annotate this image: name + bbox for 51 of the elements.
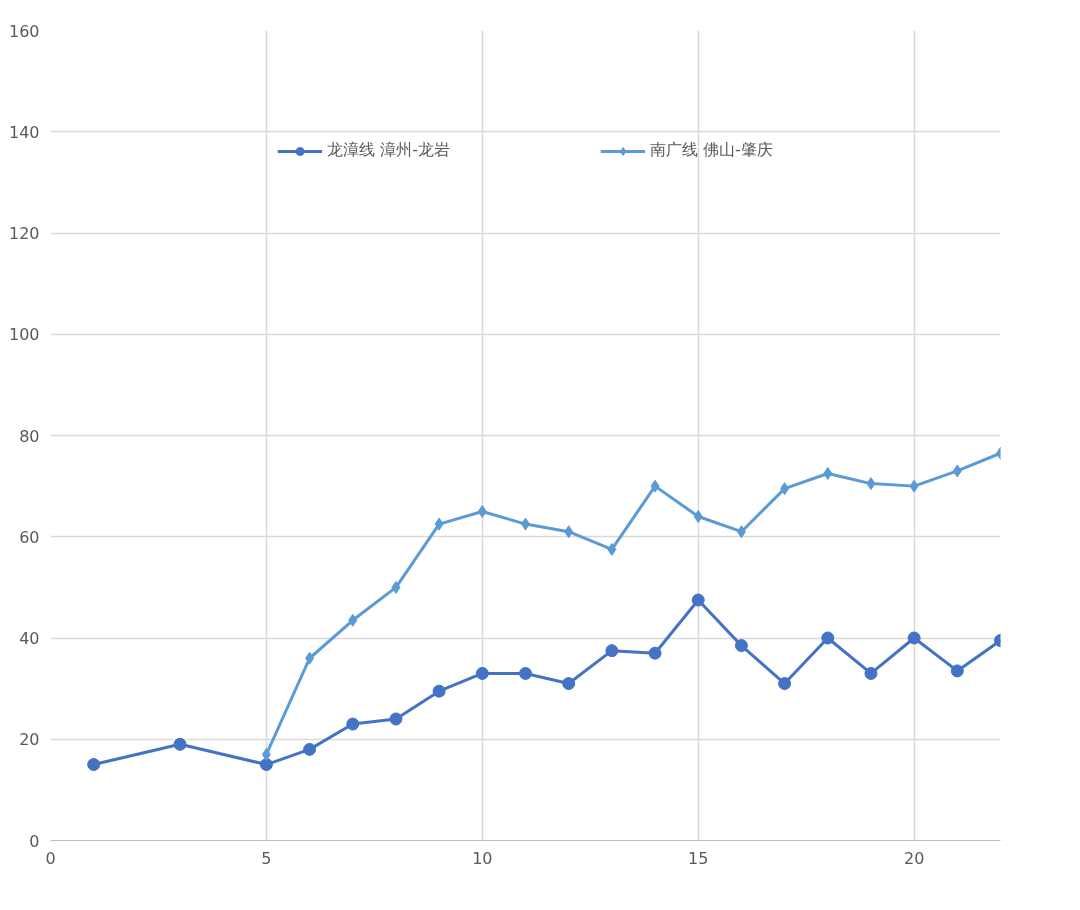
point bbox=[173, 737, 187, 751]
point bbox=[261, 747, 271, 761]
y-tick-label: 60 bbox=[19, 527, 40, 547]
point bbox=[87, 758, 101, 772]
point bbox=[259, 758, 273, 772]
point bbox=[907, 631, 921, 645]
legend-label: 南广线 佛山-肇庆 bbox=[650, 140, 773, 161]
point bbox=[305, 651, 315, 665]
point bbox=[909, 479, 919, 493]
y-tick-label: 0 bbox=[29, 831, 40, 851]
point bbox=[778, 677, 792, 691]
point bbox=[650, 479, 660, 493]
x-tick-label: 20 bbox=[903, 848, 925, 868]
y-tick-label: 160 bbox=[8, 21, 40, 41]
y-tick-label: 100 bbox=[8, 325, 40, 345]
legend-label: 龙漳线 漳州-龙岩 bbox=[327, 140, 450, 161]
point bbox=[691, 593, 705, 607]
point bbox=[823, 466, 833, 480]
point bbox=[432, 684, 446, 698]
point bbox=[346, 717, 360, 731]
point bbox=[736, 525, 746, 539]
point bbox=[303, 742, 317, 756]
y-tick-label: 80 bbox=[19, 426, 40, 446]
y-tick-label: 20 bbox=[19, 730, 40, 750]
x-tick-label: 5 bbox=[261, 848, 272, 868]
point bbox=[607, 542, 617, 556]
point bbox=[605, 644, 619, 658]
y-tick-label: 40 bbox=[19, 629, 40, 648]
point bbox=[434, 517, 444, 531]
point bbox=[734, 639, 748, 653]
point bbox=[477, 504, 487, 518]
point bbox=[866, 477, 876, 491]
y-tick-label: 140 bbox=[8, 122, 40, 142]
point bbox=[950, 664, 964, 678]
point bbox=[519, 666, 532, 680]
point bbox=[648, 646, 662, 660]
x-tick-label: 15 bbox=[688, 848, 709, 868]
point bbox=[564, 525, 574, 539]
point bbox=[821, 631, 835, 645]
y-tick-label: 120 bbox=[8, 224, 40, 243]
point bbox=[864, 666, 878, 680]
x-tick-label: 0 bbox=[45, 848, 56, 868]
point bbox=[389, 712, 403, 726]
x-tick-label: 10 bbox=[472, 848, 493, 868]
point bbox=[348, 613, 358, 627]
point bbox=[475, 666, 489, 680]
point bbox=[780, 482, 790, 496]
point bbox=[693, 510, 703, 523]
point bbox=[952, 464, 962, 478]
point bbox=[562, 677, 576, 691]
point bbox=[391, 580, 401, 594]
